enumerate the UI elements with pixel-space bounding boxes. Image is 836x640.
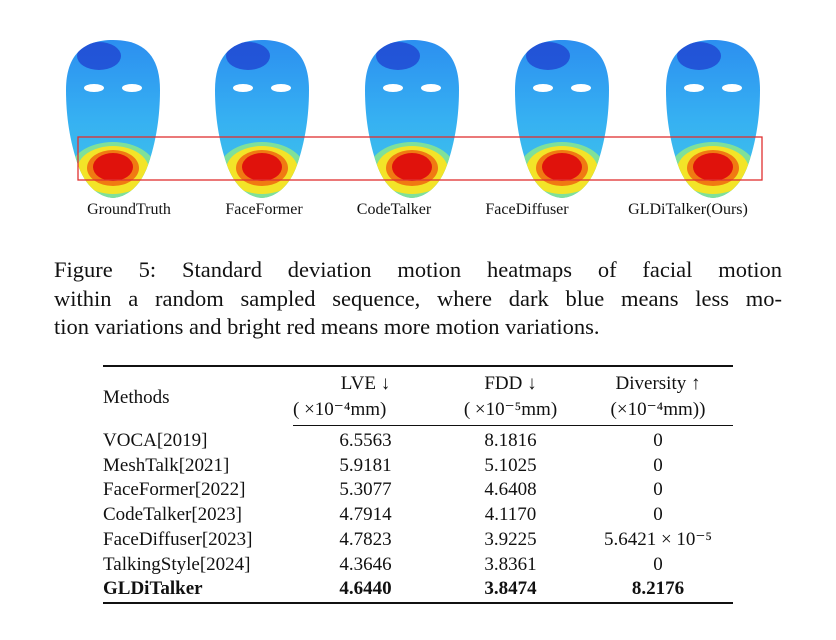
table-cell: FaceDiffuser[2023] [103,528,253,550]
table-cell: CodeTalker[2023] [103,504,243,526]
table-cell: 5.1025 [484,454,537,476]
header-cell: LVE ↓ [340,373,391,394]
table-cell: 8.1816 [484,430,537,451]
face-heatmap [365,40,459,202]
face-heatmap [215,40,309,202]
face-label: FaceDiffuser [485,201,569,218]
header-cell: Methods [103,387,170,409]
table-cell: 3.8361 [484,553,537,575]
face-heatmap [515,40,609,202]
table-cell: TalkingStyle[2024] [103,553,251,575]
caption-line: Figure 5: Standard deviation motion heat… [54,257,782,282]
table-cell: 0 [653,504,663,526]
table-cell: VOCA[2019] [103,429,208,451]
caption-line: within a random sampled sequence, where … [54,286,782,311]
table-cell: 4.7823 [339,528,392,550]
table-row: GLDiTalker 4.6440 3.8474 8.2176 [103,577,733,603]
table-row: TalkingStyle[2024] 4.3646 3.8361 0 [103,553,733,578]
header-unit: ( ×10⁻⁵mm) [438,397,583,426]
table-row: VOCA[2019] 6.5563 8.1816 0 [103,426,733,454]
face-label: FaceFormer [225,201,303,218]
results-table: Methods LVE ↓ FDD ↓ Diversity ↑ ( ×10⁻⁴m… [103,365,733,604]
header-unit: (×10⁻⁴mm)) [583,397,733,426]
table-cell: 4.6408 [484,479,537,501]
table-cell: MeshTalk[2021] [103,454,230,476]
table-cell: 0 [653,479,663,501]
face-label: CodeTalker [356,201,432,218]
face-label: GroundTruth [87,201,171,218]
face-heatmap [66,40,160,202]
table-cell: 4.1170 [484,504,537,526]
table-cell: 0 [653,553,663,575]
table-cell: 4.6440 [339,578,392,600]
table-row: FaceFormer[2022] 5.3077 4.6408 0 [103,478,733,503]
face-heatmap [666,40,760,202]
table-row: MeshTalk[2021] 5.9181 5.1025 0 [103,454,733,479]
table-row: FaceDiffuser[2023] 4.7823 3.9225 5.6421 × 1… [103,528,733,553]
face-label: GLDiTalker(Ours) [628,201,748,218]
table-cell: 4.7914 [339,504,392,526]
table-cell: 3.9225 [484,528,537,550]
highlight-box [77,136,763,181]
table-cell: 4.3646 [339,553,392,575]
table-cell: 6.5563 [339,430,392,451]
table-cell: 0 [653,454,663,476]
table-cell: 0 [653,430,663,451]
header-unit: ( ×10⁻⁴mm) [293,397,438,426]
table-cell: 3.8474 [484,578,537,600]
table-cell: 5.9181 [339,454,392,476]
table-cell: 8.2176 [631,578,685,600]
table-cell: 5.6421 × 10⁻⁵ [603,528,713,550]
table-cell: GLDiTalker [103,578,203,600]
caption-line: tion variations and bright red means mor… [54,314,600,339]
table-body: VOCA[2019] 6.5563 8.1816 0 MeshTalk[2021] 5.9… [103,426,733,603]
table-cell: FaceFormer[2022] [103,479,246,501]
header-cell: Diversity ↑ [615,373,701,394]
table-row: CodeTalker[2023] 4.7914 4.1170 0 [103,503,733,528]
table-cell: 5.3077 [339,479,392,501]
header-cell: FDD ↓ [484,373,537,394]
heatmap-figure [0,0,763,240]
